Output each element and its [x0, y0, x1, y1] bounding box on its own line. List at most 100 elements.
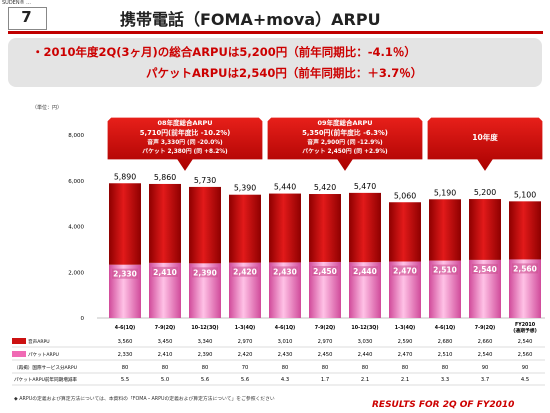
table-cell: 3,450 — [158, 339, 173, 345]
x-category-label: 7-9(2Q) — [315, 325, 335, 331]
x-category-label: 7-9(2Q) — [475, 325, 495, 331]
table-cell: 3.7 — [481, 377, 489, 383]
x-category-label: 4-6(1Q) — [435, 325, 455, 331]
table-cell: 2,540 — [518, 339, 533, 345]
bar-voice — [109, 183, 141, 265]
x-category-label: 10-12(3Q) — [351, 325, 378, 331]
table-cell: 4.3 — [281, 377, 289, 383]
table-cell: 80 — [322, 365, 329, 371]
period-banner-line: 08年度総合ARPU — [157, 118, 212, 127]
period-banner-line: 09年度総合ARPU — [317, 118, 372, 127]
bar-packet-label-bg — [112, 268, 138, 279]
bar-total-label: 5,060 — [394, 191, 416, 200]
table-cell: 2.1 — [401, 377, 409, 383]
table-cell: 3,010 — [278, 339, 293, 345]
bar-packet-label-bg — [512, 263, 538, 274]
table-cell: 5.5 — [121, 377, 129, 383]
table-cell: 80 — [442, 365, 449, 371]
table-row-swatch — [12, 351, 26, 357]
table-cell: 1.7 — [321, 377, 329, 383]
table-cell: 3,030 — [358, 339, 373, 345]
summary-line-1: ・2010年度2Q(3ヶ月)の総合ARPUは5,200円（前年同期比：-4.1％… — [32, 45, 416, 59]
period-banner — [266, 116, 424, 174]
table-row-label: 音声ARPU — [28, 338, 50, 345]
table-cell: 80 — [202, 365, 209, 371]
summary-line-2: パケットARPUは2,540円（前年同期比：＋3.7％） — [146, 66, 423, 80]
bar-voice — [269, 193, 301, 263]
period-banner-line: パケット 2,380円 (同 +8.2%) — [142, 147, 228, 155]
bar-total-label: 5,190 — [434, 188, 456, 197]
bar-total-label: 5,390 — [234, 184, 256, 193]
page-number: 7 — [21, 8, 32, 26]
bar-packet-label-bg — [312, 265, 338, 276]
table-cell: 80 — [282, 365, 289, 371]
x-category-label: (通期予想) — [513, 327, 537, 334]
table-cell: 2,430 — [278, 352, 293, 358]
bar-packet-label-bg — [272, 266, 298, 277]
x-category-label: 4-6(1Q) — [115, 325, 135, 331]
table-cell: 70 — [242, 365, 249, 371]
bar-packet-label: 2,470 — [393, 266, 417, 275]
period-banner-line: 音声 3,330円 (同 -20.0%) — [147, 138, 223, 146]
bar-packet-label: 2,510 — [433, 266, 457, 275]
bar-packet-label-bg — [192, 267, 218, 278]
period-banner-line: 5,710円(前年度比 -10.2%) — [140, 128, 230, 137]
x-category-label: 7-9(2Q) — [155, 325, 175, 331]
period-banner — [106, 116, 264, 174]
page-number-box — [8, 7, 47, 30]
x-category-label: FY2010 — [515, 322, 536, 328]
table-cell: 2,510 — [438, 352, 453, 358]
bar-voice — [509, 201, 541, 260]
unit-label: （単位：円） — [32, 105, 63, 111]
bar-packet-label-bg — [392, 265, 418, 276]
summary-box — [8, 38, 542, 87]
bar-total-label: 5,470 — [354, 182, 376, 191]
bar-voice — [229, 194, 261, 263]
x-category-label: 1-3(4Q) — [395, 325, 415, 331]
bar-packet-label-bg — [232, 266, 258, 277]
bar-packet-label: 2,450 — [313, 267, 337, 276]
period-banner-line: パケット 2,450円 (同 +2.9%) — [302, 147, 388, 155]
bar-total-label: 5,200 — [474, 188, 496, 197]
table-cell: 5.6 — [201, 377, 209, 383]
table-cell: 2,330 — [118, 352, 133, 358]
table-cell: 4.5 — [521, 377, 529, 383]
table-cell: 2,390 — [198, 352, 213, 358]
bar-voice — [149, 183, 181, 263]
table-cell: 90 — [522, 365, 529, 371]
bar-total-label: 5,440 — [274, 183, 296, 192]
bar-total-label: 5,730 — [194, 176, 216, 185]
bar-packet-label: 2,330 — [113, 270, 137, 279]
bar-packet-label-bg — [472, 263, 498, 274]
table-cell: 90 — [482, 365, 489, 371]
bar-packet-label: 2,390 — [193, 268, 217, 277]
period-banner-line: 音声 2,900円 (同 -12.9%) — [307, 138, 383, 146]
table-cell: 2,440 — [358, 352, 373, 358]
footer-text: RESULTS FOR 2Q OF FY2010 — [372, 400, 515, 410]
bar-packet-label: 2,420 — [233, 268, 257, 277]
x-category-label: 4-6(1Q) — [275, 325, 295, 331]
table-row-label: パケットARPU前年同期増減率 — [14, 376, 77, 383]
bar-total-label: 5,420 — [314, 183, 336, 192]
period-banner — [426, 116, 544, 174]
table-cell: 2,970 — [318, 339, 333, 345]
table-row-label: パケットARPU — [28, 351, 59, 358]
table-cell: 2.1 — [361, 377, 369, 383]
bar-voice — [189, 186, 221, 264]
bar-voice — [389, 202, 421, 262]
bar-total-label: 5,100 — [514, 190, 536, 199]
table-cell: 2,470 — [398, 352, 413, 358]
table-cell: 2,970 — [238, 339, 253, 345]
x-category-label: 10-12(3Q) — [191, 325, 218, 331]
table-cell: 2,680 — [438, 339, 453, 345]
table-cell: 2,410 — [158, 352, 173, 358]
bar-packet-label: 2,410 — [153, 268, 177, 277]
table-cell: 80 — [162, 365, 169, 371]
bar-packet-label: 2,430 — [273, 267, 297, 276]
table-cell: 2,420 — [238, 352, 253, 358]
bar-total-label: 5,860 — [154, 173, 176, 182]
bar-voice — [429, 199, 461, 261]
brand-mark: SUDEN® ... — [2, 0, 31, 6]
bar-voice — [309, 194, 341, 262]
